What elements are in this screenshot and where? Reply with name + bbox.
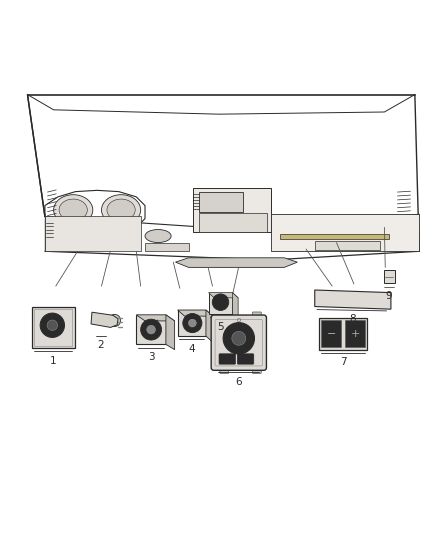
FancyBboxPatch shape	[357, 294, 363, 306]
Text: −: −	[326, 329, 336, 339]
Ellipse shape	[102, 195, 141, 225]
Polygon shape	[178, 310, 206, 336]
Circle shape	[147, 325, 155, 334]
Polygon shape	[176, 258, 297, 268]
Polygon shape	[178, 310, 213, 316]
Polygon shape	[145, 243, 188, 251]
Ellipse shape	[145, 230, 171, 243]
Circle shape	[340, 332, 346, 336]
FancyBboxPatch shape	[253, 367, 261, 373]
Polygon shape	[384, 270, 395, 284]
Ellipse shape	[107, 199, 135, 221]
Circle shape	[183, 313, 202, 333]
FancyBboxPatch shape	[220, 367, 229, 373]
Polygon shape	[136, 315, 175, 321]
Polygon shape	[32, 307, 74, 348]
Text: 7: 7	[340, 358, 346, 367]
Polygon shape	[136, 315, 166, 344]
Circle shape	[47, 320, 57, 330]
FancyBboxPatch shape	[373, 294, 379, 306]
FancyBboxPatch shape	[333, 293, 339, 305]
FancyBboxPatch shape	[237, 354, 254, 364]
Circle shape	[217, 219, 226, 228]
Ellipse shape	[53, 195, 93, 225]
Circle shape	[238, 260, 244, 265]
Text: 2: 2	[97, 341, 104, 351]
Circle shape	[212, 294, 229, 310]
FancyBboxPatch shape	[341, 293, 347, 305]
FancyBboxPatch shape	[318, 292, 324, 304]
FancyBboxPatch shape	[325, 293, 332, 305]
FancyBboxPatch shape	[206, 225, 220, 231]
Circle shape	[188, 319, 196, 327]
Circle shape	[232, 219, 241, 228]
Polygon shape	[345, 320, 365, 348]
Polygon shape	[280, 234, 389, 239]
Circle shape	[232, 332, 246, 345]
FancyBboxPatch shape	[248, 225, 262, 231]
Polygon shape	[45, 216, 141, 251]
Circle shape	[223, 322, 254, 354]
FancyBboxPatch shape	[220, 312, 229, 318]
FancyBboxPatch shape	[349, 293, 355, 305]
FancyBboxPatch shape	[253, 312, 261, 318]
Circle shape	[247, 219, 256, 228]
FancyBboxPatch shape	[219, 354, 236, 364]
Polygon shape	[91, 312, 118, 327]
Text: 9: 9	[386, 292, 392, 301]
Polygon shape	[199, 192, 243, 212]
Ellipse shape	[59, 199, 87, 221]
Polygon shape	[321, 320, 341, 348]
Polygon shape	[206, 310, 213, 342]
Polygon shape	[233, 293, 238, 320]
FancyBboxPatch shape	[227, 225, 241, 231]
Circle shape	[194, 260, 200, 265]
Polygon shape	[208, 293, 238, 298]
Circle shape	[40, 313, 64, 337]
Polygon shape	[315, 241, 380, 250]
Text: +: +	[350, 329, 360, 339]
FancyBboxPatch shape	[211, 315, 266, 370]
Text: 6: 6	[236, 377, 242, 387]
Text: 3: 3	[148, 352, 155, 362]
Polygon shape	[166, 315, 175, 350]
Text: 5: 5	[217, 322, 224, 332]
Text: 8: 8	[350, 314, 356, 325]
FancyBboxPatch shape	[35, 338, 44, 345]
FancyBboxPatch shape	[381, 295, 387, 306]
Text: O: O	[237, 318, 241, 324]
Polygon shape	[315, 290, 391, 309]
Circle shape	[273, 260, 278, 265]
FancyBboxPatch shape	[365, 294, 371, 306]
Polygon shape	[271, 214, 419, 251]
Circle shape	[201, 219, 210, 228]
Circle shape	[141, 319, 162, 340]
Polygon shape	[199, 213, 267, 232]
Polygon shape	[319, 318, 367, 350]
Circle shape	[109, 314, 120, 327]
Text: 4: 4	[188, 344, 195, 354]
Polygon shape	[193, 188, 271, 232]
Text: 1: 1	[50, 356, 57, 366]
Polygon shape	[208, 293, 233, 314]
